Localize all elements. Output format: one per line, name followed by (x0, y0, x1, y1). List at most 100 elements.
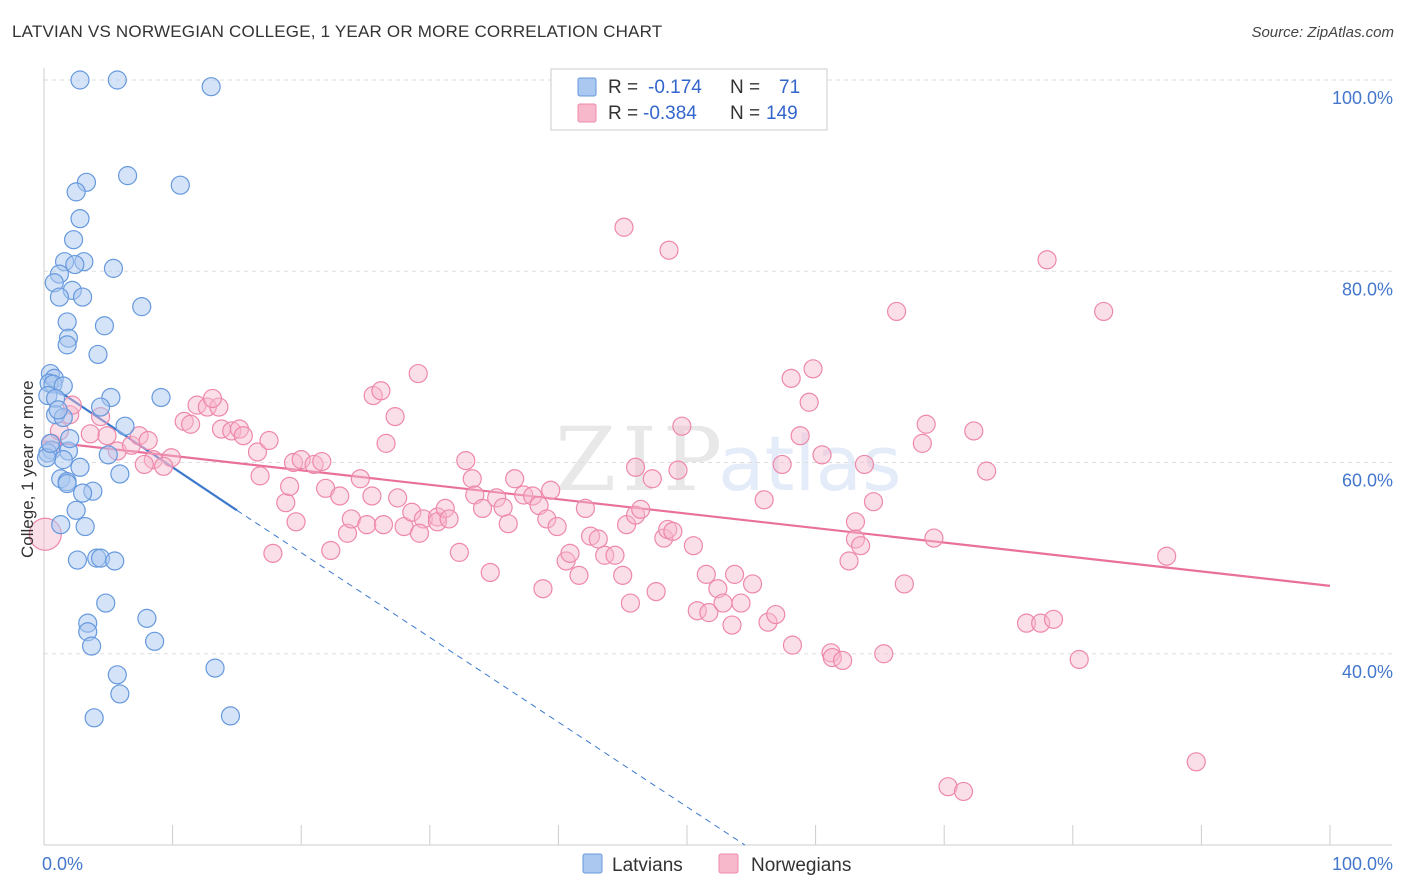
norwegian-point (812, 445, 832, 465)
norwegian-point (696, 564, 716, 584)
norwegian-point (912, 433, 932, 453)
norwegian-point (413, 509, 433, 529)
legend-n-label: N = (730, 77, 760, 98)
latvian-point (220, 706, 241, 726)
norwegian-point (575, 498, 596, 518)
norwegian-point (439, 509, 459, 529)
latvian-point (70, 209, 90, 229)
norwegian-point (713, 593, 733, 613)
norwegian-point (153, 456, 174, 476)
chart-source: Source: ZipAtlas.com (1251, 24, 1394, 41)
norwegian-point (350, 469, 370, 489)
latvian-point (103, 258, 124, 278)
norwegian-point (330, 486, 350, 506)
norwegian-point (362, 486, 382, 506)
norwegian-point (1031, 613, 1051, 633)
latvian-point (90, 397, 111, 417)
norwegian-point (839, 551, 859, 571)
norwegian-point (758, 612, 778, 632)
norwegian-point (480, 562, 500, 583)
latvian-point (110, 684, 130, 704)
norwegian-point (371, 381, 391, 401)
stats-legend-box (550, 68, 828, 131)
legend-n-value-latvian: 71 (779, 77, 800, 98)
latvian-point (107, 665, 127, 685)
norwegian-point (642, 469, 662, 489)
latvian-point (84, 708, 104, 728)
latvian-point (115, 416, 135, 436)
norwegian-point (388, 488, 408, 508)
latvian-point (94, 316, 115, 336)
latvian-point (81, 636, 102, 656)
norwegian-point (668, 460, 688, 480)
latvian-point (67, 550, 88, 570)
norwegian-point (569, 565, 589, 585)
norwegian-point (851, 536, 871, 556)
norwegian-point (938, 777, 958, 797)
norwegian-point (498, 514, 518, 534)
norwegian-point (595, 545, 615, 565)
norwegian-point (276, 493, 296, 513)
norwegian-point (472, 498, 493, 518)
series-legend-label-norwegians: Norwegians (751, 855, 851, 876)
latvian-point (48, 400, 68, 420)
legend-r-label: R = (608, 103, 638, 124)
norwegian-point (250, 466, 270, 486)
latvian-point (117, 166, 138, 186)
norwegian-point (977, 461, 997, 481)
legend-n-label: N = (730, 103, 760, 124)
norwegian-point (259, 430, 279, 451)
norwegian-point (863, 492, 884, 512)
legend-swatch-latvian (577, 77, 597, 97)
norwegian-point (1186, 752, 1206, 772)
latvian-point (205, 658, 225, 678)
series-legend-swatch-latvians (582, 853, 603, 874)
norwegian-point (523, 486, 543, 506)
norwegian-point (722, 615, 742, 635)
norwegian-point (790, 426, 810, 446)
watermark-zip: ZIP (555, 408, 728, 511)
norwegian-point (1037, 250, 1057, 270)
norwegian-point (487, 488, 507, 508)
norwegian-point (138, 430, 158, 451)
norwegian-point (456, 450, 476, 471)
norwegian-point (772, 454, 792, 475)
stats-legend: R = -0.174 N = 71 R = -0.384 N = 149 (550, 68, 828, 131)
norwegian-point (625, 457, 646, 477)
norwegian-point (560, 543, 580, 563)
norwegian-point (357, 515, 377, 535)
norwegian-point (312, 451, 332, 472)
norwegian-point (625, 505, 646, 525)
latvian-point (57, 473, 77, 494)
latvian-point (57, 335, 77, 355)
norwegian-point (887, 301, 907, 322)
latvian-point (96, 593, 116, 613)
y-tick-label: 60.0% (1342, 471, 1393, 491)
norwegian-point (222, 421, 242, 441)
latvian-point (40, 433, 61, 453)
norwegian-point (646, 581, 666, 602)
norwegian-point (97, 426, 117, 446)
norwegian-point (541, 480, 561, 500)
norwegian-point (408, 363, 428, 384)
latvian-trend-extension (236, 509, 746, 846)
x-tick-label: 100.0% (1332, 854, 1393, 874)
latvian-point (137, 608, 157, 628)
norwegian-point (547, 516, 567, 537)
norwegian-point (537, 509, 557, 529)
data-points (28, 70, 1206, 802)
norwegian-point (708, 579, 728, 599)
latvian-point (66, 500, 86, 520)
watermark: ZIP atlas (555, 408, 902, 511)
norwegian-point (449, 542, 469, 562)
norwegian-point (731, 593, 751, 613)
norwegian-point (462, 469, 482, 489)
norwegian-point (803, 359, 823, 379)
latvian-point (98, 445, 118, 465)
y-axis-label: College, 1 year or more (18, 380, 37, 558)
latvian-point (144, 631, 165, 651)
norwegian-point (409, 523, 430, 543)
norwegian-point (533, 579, 553, 599)
norwegian-point (833, 650, 853, 671)
